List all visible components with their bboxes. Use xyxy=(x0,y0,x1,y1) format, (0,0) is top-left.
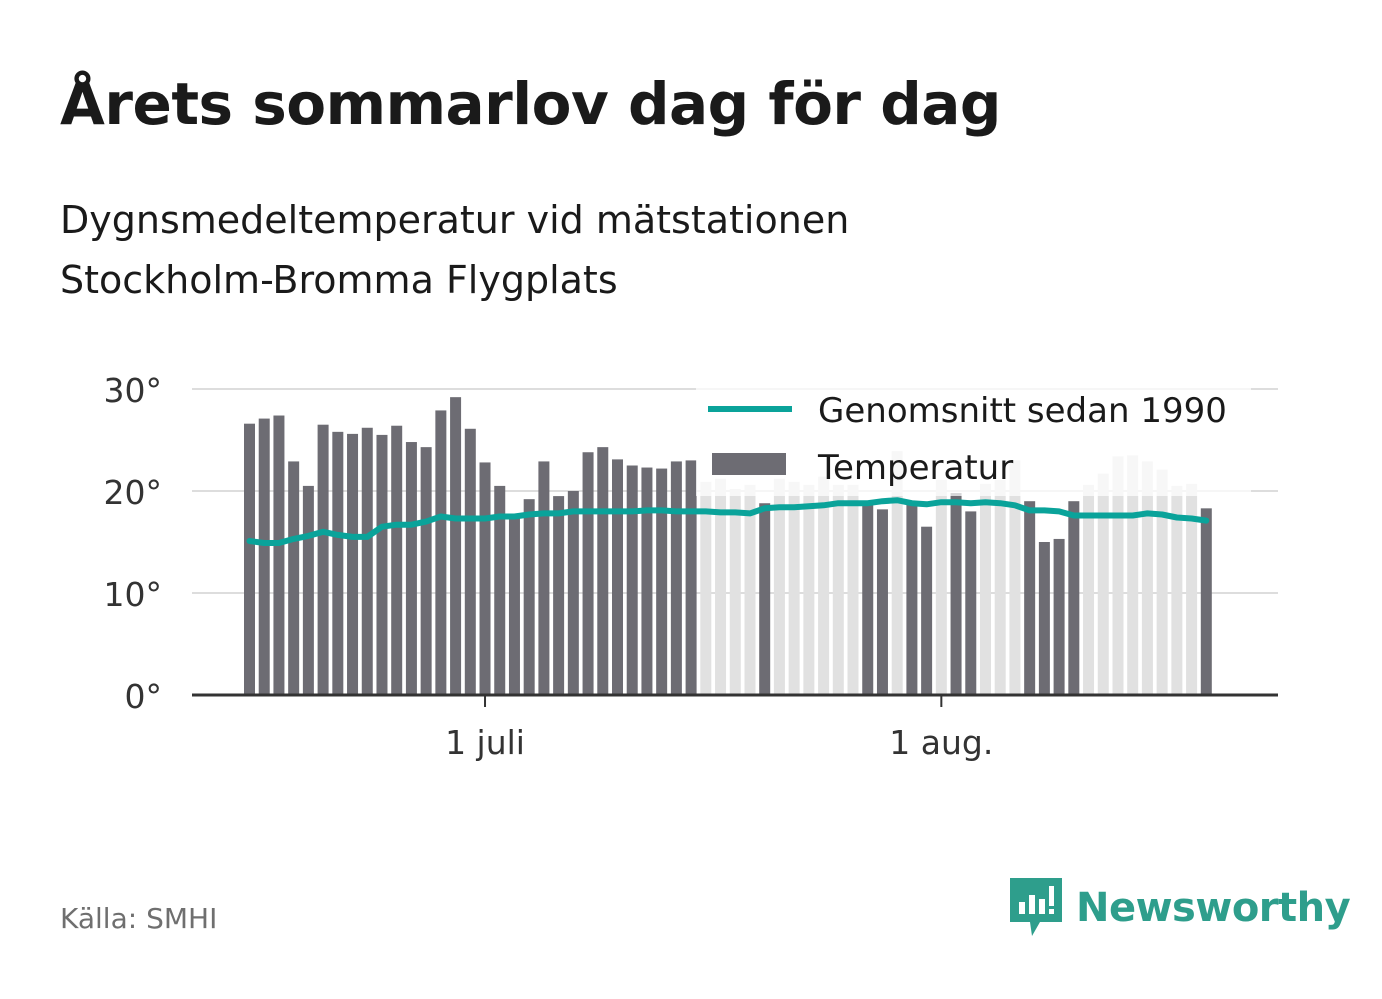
temperature-bar xyxy=(1186,483,1198,695)
temperature-bar xyxy=(788,481,800,695)
temperature-bar xyxy=(921,526,933,695)
brand-logo: Newsworthy xyxy=(1010,878,1351,938)
temperature-bar xyxy=(1053,538,1065,695)
y-tick-label: 0° xyxy=(125,677,163,716)
y-tick-label: 20° xyxy=(104,473,163,512)
subtitle-line-1: Dygnsmedeltemperatur vid mätstationen xyxy=(60,198,850,242)
chart-title: Årets sommarlov dag för dag xyxy=(60,70,1001,138)
subtitle-line-2: Stockholm-Bromma Flygplats xyxy=(60,258,618,302)
temperature-bars xyxy=(244,397,1212,695)
temperature-bar xyxy=(494,485,506,695)
temperature-bar xyxy=(1097,473,1109,695)
legend-bar-label: Temperatur xyxy=(817,448,1013,488)
temperature-bar xyxy=(759,503,771,695)
temperature-bar xyxy=(1200,508,1212,695)
y-tick-label: 10° xyxy=(104,575,163,614)
temperature-bar xyxy=(523,499,535,695)
legend-line-label: Genomsnitt sedan 1990 xyxy=(818,391,1227,431)
temperature-bar xyxy=(288,461,300,695)
temperature-bar xyxy=(567,491,579,695)
temperature-bar xyxy=(656,468,668,695)
temperature-bar xyxy=(1068,501,1080,695)
brand-name: Newsworthy xyxy=(1076,885,1351,931)
chart-subtitle: Dygnsmedeltemperatur vid mätstationen St… xyxy=(60,190,1060,310)
temperature-bar xyxy=(347,433,359,695)
temperature-bar xyxy=(626,465,638,695)
y-tick-label: 30° xyxy=(104,371,163,410)
temperature-bar xyxy=(965,511,977,695)
temperature-bar xyxy=(715,478,727,695)
temperature-bar xyxy=(450,397,462,695)
newsworthy-icon xyxy=(1010,878,1062,936)
temperature-bar xyxy=(906,504,918,695)
temperature-bar xyxy=(744,484,756,695)
y-axis-tick-labels: 0° 10° 20° 30° xyxy=(104,371,163,716)
source-note: Källa: SMHI xyxy=(60,902,218,935)
temperature-bar xyxy=(803,484,815,695)
temperature-bar xyxy=(700,481,712,695)
temperature-bar xyxy=(729,488,741,695)
average-line-group xyxy=(246,497,1210,546)
temperature-bar xyxy=(1009,460,1021,695)
temperature-bar xyxy=(612,459,623,695)
temperature-bar xyxy=(935,479,947,695)
x-tick-label: 1 aug. xyxy=(889,723,993,762)
legend-background xyxy=(696,380,1251,496)
temperature-bar xyxy=(479,462,491,695)
temperature-bar xyxy=(464,428,476,695)
temperature-bar xyxy=(1024,501,1036,695)
temperature-bar xyxy=(244,423,255,695)
temperature-bar xyxy=(317,424,329,695)
temperature-bar xyxy=(405,442,417,695)
temperature-bar xyxy=(670,461,682,695)
average-line xyxy=(246,497,1210,546)
temperature-bar xyxy=(376,434,388,695)
temperature-bar xyxy=(582,452,594,695)
temperature-bar xyxy=(435,410,447,695)
legend: Genomsnitt sedan 1990 Temperatur xyxy=(696,380,1251,496)
temperature-bar xyxy=(508,516,520,695)
temperature-bar xyxy=(832,484,844,695)
temperature-bar xyxy=(1112,456,1124,695)
temperature-bar xyxy=(685,460,697,695)
temperature-bar xyxy=(1171,485,1183,695)
temperature-bar xyxy=(1127,455,1139,695)
temperature-bar xyxy=(597,447,609,695)
legend-bar-swatch xyxy=(712,453,786,475)
temperature-bar xyxy=(641,467,653,695)
temperature-bar xyxy=(1156,469,1168,695)
temperature-bar xyxy=(773,478,785,695)
x-tick-label: 1 juli xyxy=(445,723,525,762)
temperature-bar xyxy=(876,509,888,695)
temperature-bar xyxy=(258,418,270,695)
temperature-bar xyxy=(273,415,285,695)
temperature-bar xyxy=(332,431,344,695)
temperature-bar xyxy=(1141,461,1153,695)
temperature-bar xyxy=(1038,542,1050,695)
temperature-bar xyxy=(950,493,962,695)
temperature-bar xyxy=(361,427,373,695)
temperature-bar xyxy=(994,479,1006,695)
temperature-bar xyxy=(847,484,859,695)
temperature-bar xyxy=(391,425,403,695)
temperature-bar xyxy=(302,485,314,695)
temperature-bar xyxy=(538,461,550,695)
temperature-bar xyxy=(818,476,830,695)
temperature-bar xyxy=(1083,484,1095,695)
temperature-bar xyxy=(420,447,432,695)
x-axis: 1 juli 1 aug. xyxy=(192,693,1278,762)
temperature-bar xyxy=(862,501,874,695)
temperature-bar xyxy=(980,483,991,695)
temperature-bar xyxy=(891,451,903,695)
temperature-bar xyxy=(553,496,565,695)
